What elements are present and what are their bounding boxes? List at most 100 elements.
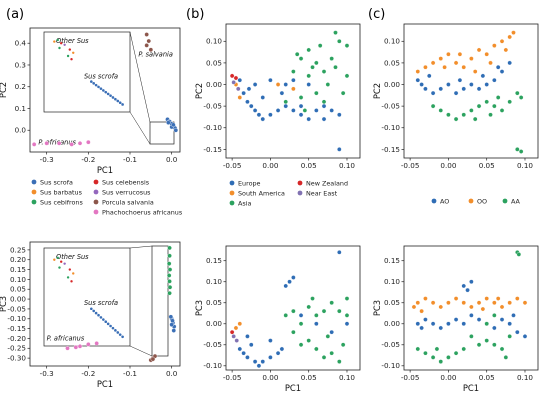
- data-point: [167, 253, 172, 259]
- y-tick-label: -0.05: [381, 340, 400, 349]
- y-tick-label: 0.05: [206, 58, 222, 67]
- data-point: [419, 308, 424, 314]
- data-point: [457, 51, 463, 57]
- data-point: [94, 341, 99, 346]
- legend-label: Phachochoerus africanus: [102, 208, 183, 216]
- data-point: [461, 112, 467, 118]
- data-point: [492, 43, 497, 48]
- plot-c-top: -0.05 0.00 0.05 0.10 -0.15 -0.10 -0.05 0.00 0.05…: [372, 23, 539, 170]
- inset-point: [68, 48, 72, 51]
- data-point: [492, 325, 497, 331]
- data-point: [144, 43, 149, 48]
- y-tick-label: 0.10: [206, 277, 222, 286]
- data-point: [344, 73, 350, 79]
- data-point: [453, 90, 459, 96]
- inset-point: [109, 324, 112, 328]
- data-point: [246, 86, 252, 92]
- data-point: [77, 344, 83, 349]
- data-point: [461, 321, 467, 327]
- legend-marker: [502, 198, 508, 204]
- data-point: [434, 346, 440, 352]
- x-tick-label: 0.05: [301, 161, 317, 170]
- plot-frame: [29, 241, 181, 367]
- data-point: [480, 73, 486, 79]
- data-point: [446, 51, 451, 57]
- data-point: [438, 325, 444, 331]
- data-point: [275, 82, 281, 87]
- inset-label-other-sus: Other Sus: [56, 37, 89, 45]
- data-point: [476, 300, 482, 306]
- data-point: [329, 300, 334, 306]
- data-point: [291, 308, 296, 314]
- data-point: [298, 103, 304, 109]
- x-tick-label: 0.0: [166, 369, 178, 378]
- data-point: [260, 359, 266, 364]
- legend-item: Sus cebifrons: [31, 198, 83, 206]
- data-point: [306, 338, 311, 343]
- panel-letter-b: (b): [186, 7, 204, 22]
- data-point: [476, 317, 482, 322]
- x-tick-label: -0.2: [81, 369, 95, 378]
- data-point: [430, 60, 436, 66]
- inset-point: [63, 43, 66, 46]
- data-point: [170, 318, 175, 324]
- data-point: [430, 321, 436, 327]
- y-tick-label: -0.10: [203, 361, 222, 370]
- zoom-connector: [129, 345, 153, 357]
- data-point: [438, 108, 444, 113]
- y-tick-label: 0.15: [10, 265, 26, 274]
- inset-point: [66, 276, 70, 279]
- inset-point: [97, 85, 100, 89]
- data-point: [446, 300, 451, 306]
- legend-item: Sus scrofa: [31, 178, 73, 186]
- x-tick-label: 0.05: [479, 373, 495, 382]
- data-point: [302, 108, 308, 113]
- legend-label: AA: [511, 197, 521, 205]
- data-point: [507, 300, 512, 306]
- legend-marker: [297, 180, 303, 186]
- y-tick-label: 0.0: [15, 126, 27, 135]
- zoom-connector: [129, 245, 153, 249]
- data-point: [522, 300, 528, 306]
- data-point: [511, 313, 516, 318]
- data-point: [291, 329, 296, 335]
- data-point: [31, 142, 37, 147]
- data-point: [241, 90, 246, 96]
- x-tick-label: 0.05: [479, 161, 495, 170]
- zoom-connector: [129, 111, 151, 145]
- legend-item: OO: [468, 197, 487, 205]
- data-point: [150, 356, 156, 362]
- data-point: [507, 60, 512, 66]
- data-point: [488, 112, 493, 118]
- y-tick-label: 0.25: [10, 245, 26, 254]
- data-point: [515, 90, 520, 96]
- data-point: [291, 275, 296, 280]
- inset-point: [116, 331, 120, 334]
- zoom-connector: [129, 31, 151, 123]
- data-point: [279, 90, 285, 96]
- data-point: [469, 108, 474, 113]
- data-point: [173, 127, 179, 133]
- y-tick-label: 0.00: [206, 319, 222, 328]
- data-point: [252, 108, 258, 113]
- x-tick-label: -0.05: [401, 161, 420, 170]
- y-axis-title: PC3: [194, 300, 204, 316]
- data-point: [492, 103, 497, 109]
- data-point: [166, 273, 172, 278]
- data-point: [248, 342, 254, 348]
- y-tick-label: 0.4: [15, 39, 27, 48]
- data-point: [69, 142, 74, 147]
- legend-label: AO: [440, 197, 449, 205]
- inset-point: [97, 313, 100, 317]
- plot-frame: [225, 245, 361, 371]
- data-point: [229, 329, 235, 335]
- inset-point: [109, 94, 112, 97]
- data-point: [430, 90, 436, 96]
- data-point: [321, 99, 327, 105]
- y-tick-label: -0.05: [381, 102, 400, 111]
- data-point: [283, 313, 289, 318]
- data-point: [453, 60, 459, 66]
- legend-marker: [297, 190, 303, 196]
- data-point: [148, 47, 154, 53]
